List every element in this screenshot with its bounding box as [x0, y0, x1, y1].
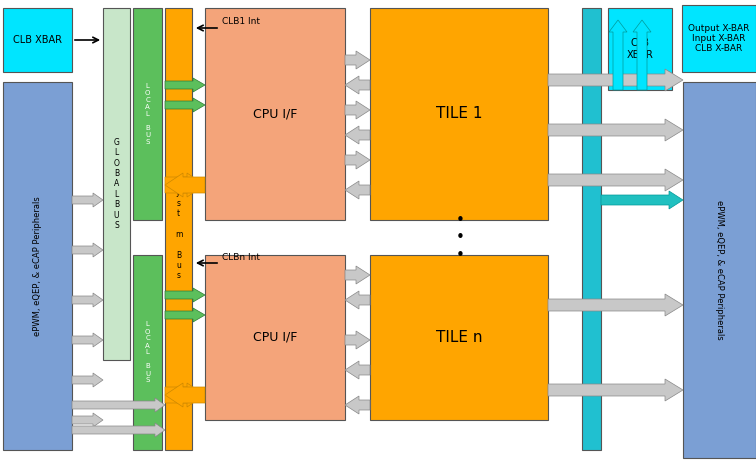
FancyArrow shape — [345, 181, 370, 199]
FancyArrow shape — [548, 294, 683, 316]
Text: CLB1 Int: CLB1 Int — [222, 18, 260, 26]
Bar — [133, 8, 162, 220]
Text: ePWM, eQEP, & eCAP Peripherals: ePWM, eQEP, & eCAP Peripherals — [33, 196, 42, 336]
FancyArrow shape — [72, 398, 165, 412]
FancyArrow shape — [345, 76, 370, 94]
FancyArrow shape — [72, 373, 103, 387]
FancyArrow shape — [345, 396, 370, 414]
FancyArrow shape — [548, 119, 683, 141]
Text: CLBn Int: CLBn Int — [222, 252, 260, 262]
FancyArrow shape — [601, 191, 683, 209]
FancyArrow shape — [165, 308, 205, 322]
FancyArrow shape — [345, 291, 370, 309]
FancyArrow shape — [165, 98, 205, 112]
FancyArrow shape — [72, 293, 103, 307]
FancyArrow shape — [345, 151, 370, 169]
Bar — [3, 8, 72, 72]
FancyArrow shape — [165, 288, 205, 302]
Bar — [370, 8, 548, 220]
Bar — [3, 82, 72, 450]
Text: Output X-BAR
Input X-BAR
CLB X-BAR: Output X-BAR Input X-BAR CLB X-BAR — [688, 24, 750, 53]
Bar — [370, 255, 548, 420]
Text: L
O
C
A
L

B
U
S: L O C A L B U S — [145, 83, 150, 145]
FancyArrow shape — [72, 333, 103, 347]
Text: CPU I/F: CPU I/F — [253, 107, 297, 120]
Text: TILE 1: TILE 1 — [435, 106, 482, 121]
FancyArrow shape — [345, 51, 370, 69]
FancyArrow shape — [548, 69, 683, 91]
Bar — [682, 5, 756, 72]
Bar — [683, 82, 756, 458]
Text: L
O
C
A
L

B
U
S: L O C A L B U S — [145, 321, 150, 383]
FancyArrow shape — [609, 20, 627, 90]
Bar — [103, 8, 130, 360]
FancyArrow shape — [72, 423, 165, 437]
Text: S
y
s
t

m

B
u
s: S y s t m B u s — [175, 178, 182, 280]
FancyArrow shape — [165, 173, 205, 197]
FancyArrow shape — [72, 413, 103, 427]
FancyArrow shape — [548, 169, 683, 191]
FancyArrow shape — [165, 173, 205, 197]
FancyArrow shape — [345, 266, 370, 284]
FancyArrow shape — [165, 383, 205, 407]
FancyArrow shape — [72, 243, 103, 257]
Text: ePWM, eQEP, & eCAP Peripherals: ePWM, eQEP, & eCAP Peripherals — [715, 200, 724, 340]
Bar — [205, 255, 345, 420]
FancyArrow shape — [72, 193, 103, 207]
Bar — [165, 8, 192, 450]
FancyArrow shape — [165, 383, 205, 407]
Text: CLB
XBAR: CLB XBAR — [627, 38, 653, 60]
Bar — [133, 255, 162, 450]
FancyArrow shape — [345, 126, 370, 144]
Bar — [582, 8, 601, 450]
Bar — [205, 8, 345, 220]
FancyArrow shape — [345, 331, 370, 349]
FancyArrow shape — [548, 379, 683, 401]
FancyArrow shape — [345, 101, 370, 119]
Text: CLB XBAR: CLB XBAR — [13, 35, 62, 45]
FancyArrow shape — [165, 78, 205, 92]
Bar — [608, 8, 672, 90]
Text: CPU I/F: CPU I/F — [253, 331, 297, 344]
Text: G
L
O
B
A
L
B
U
S: G L O B A L B U S — [113, 138, 119, 230]
FancyArrow shape — [345, 361, 370, 379]
Text: •
•
•: • • • — [456, 213, 464, 263]
Text: TILE n: TILE n — [435, 330, 482, 345]
FancyArrow shape — [633, 20, 651, 90]
